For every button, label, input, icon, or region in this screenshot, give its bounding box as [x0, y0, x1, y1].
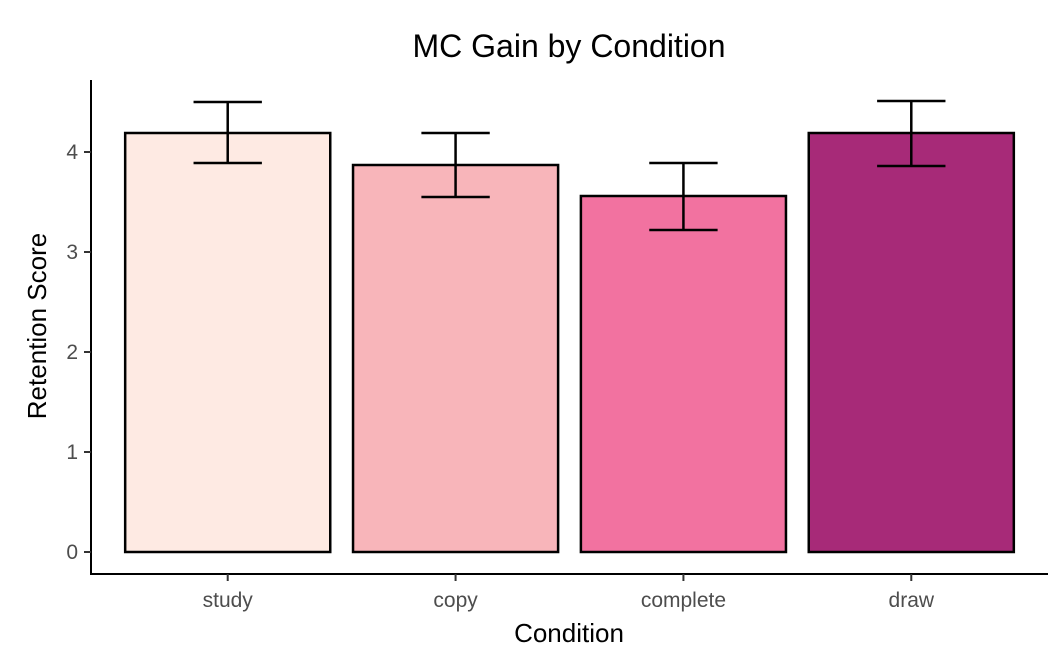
- bar-study: [123, 131, 332, 554]
- bars-group: [123, 131, 1016, 554]
- y-tick-label-2: 2: [66, 341, 78, 364]
- error-bars-group: [193, 99, 946, 232]
- y-tick-label-0: 0: [66, 541, 78, 564]
- error-bar-copy: [421, 131, 490, 199]
- error-bar-draw: [877, 99, 946, 168]
- x-tick-label-draw: draw: [889, 589, 935, 612]
- bar-copy: [351, 163, 560, 554]
- x-tick-label-study: study: [203, 589, 254, 612]
- x-tick-label-complete: complete: [641, 589, 726, 612]
- chart-title: MC Gain by Condition: [412, 28, 725, 64]
- x-tick-label-copy: copy: [433, 589, 478, 612]
- y-tick-label-1: 1: [66, 441, 78, 464]
- y-axis-title: Retention Score: [22, 233, 52, 419]
- error-bar-study: [193, 100, 262, 165]
- y-tick-label-3: 3: [66, 241, 78, 264]
- error-bar-complete: [649, 161, 718, 232]
- bar-draw: [807, 131, 1016, 554]
- bar-complete: [579, 194, 788, 554]
- y-axis-ticks: 0 1 2 3 4: [66, 141, 91, 564]
- x-axis-ticks: study copy complete draw: [203, 574, 935, 612]
- y-tick-label-4: 4: [66, 141, 78, 164]
- x-axis-title: Condition: [514, 618, 624, 648]
